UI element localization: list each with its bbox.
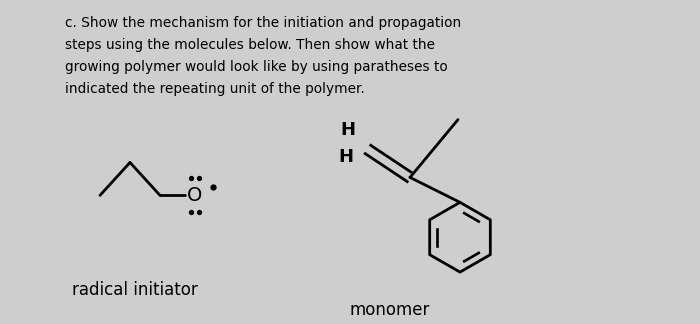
Text: growing polymer would look like by using paratheses to: growing polymer would look like by using… [65, 60, 448, 74]
Text: H: H [339, 148, 354, 167]
Text: c. Show the mechanism for the initiation and propagation: c. Show the mechanism for the initiation… [65, 16, 461, 30]
Text: O: O [188, 186, 203, 205]
Text: H: H [340, 121, 356, 139]
Text: monomer: monomer [350, 301, 430, 319]
Text: steps using the molecules below. Then show what the: steps using the molecules below. Then sh… [65, 38, 435, 52]
Text: indicated the repeating unit of the polymer.: indicated the repeating unit of the poly… [65, 82, 365, 96]
Text: radical initiator: radical initiator [72, 281, 197, 299]
